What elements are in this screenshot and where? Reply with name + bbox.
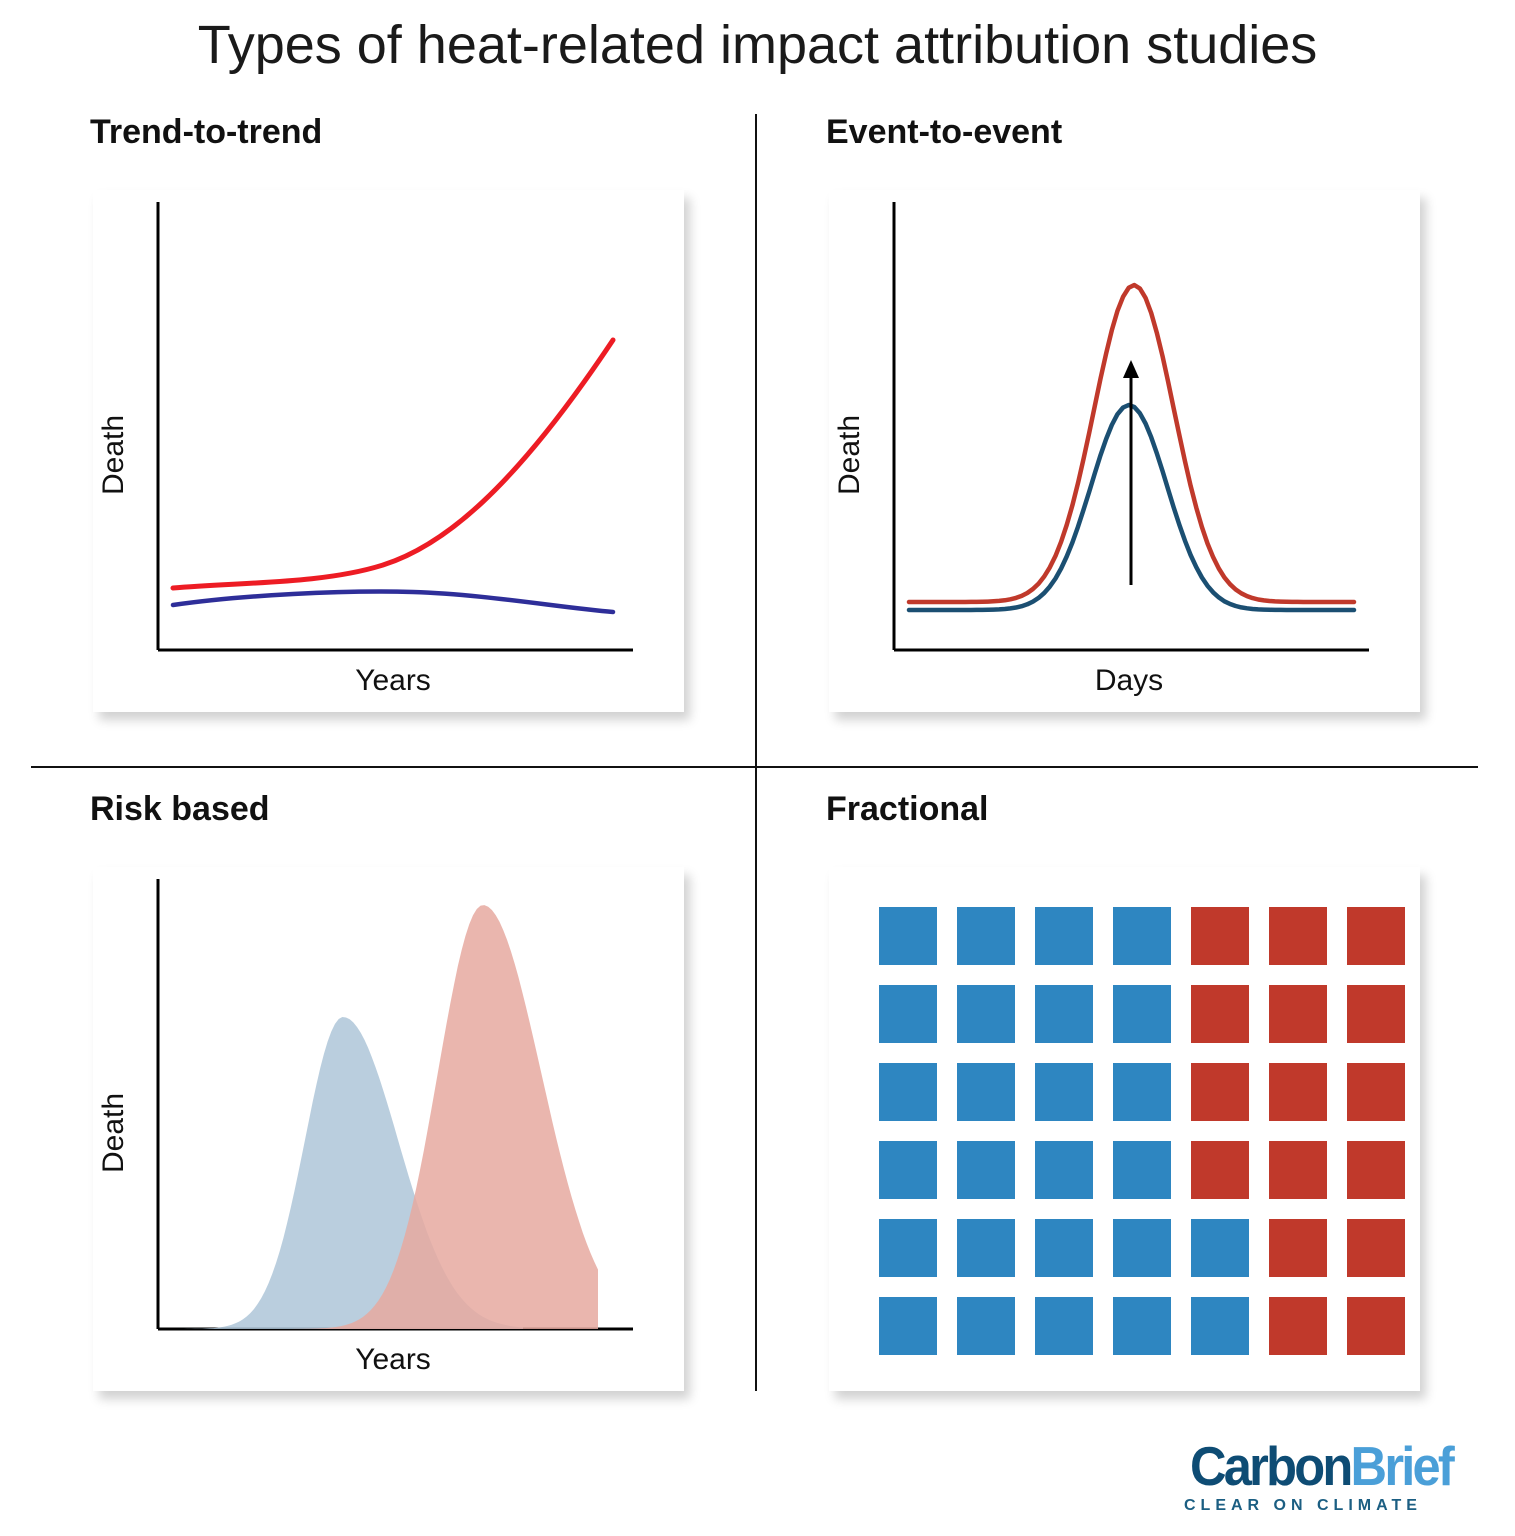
svg-text:Death: Death <box>833 415 866 495</box>
svg-text:Death: Death <box>97 1093 130 1173</box>
svg-text:Years: Years <box>355 664 431 697</box>
svg-text:Days: Days <box>1095 664 1163 697</box>
svg-text:Years: Years <box>355 1343 431 1376</box>
svg-text:Death: Death <box>97 415 130 495</box>
